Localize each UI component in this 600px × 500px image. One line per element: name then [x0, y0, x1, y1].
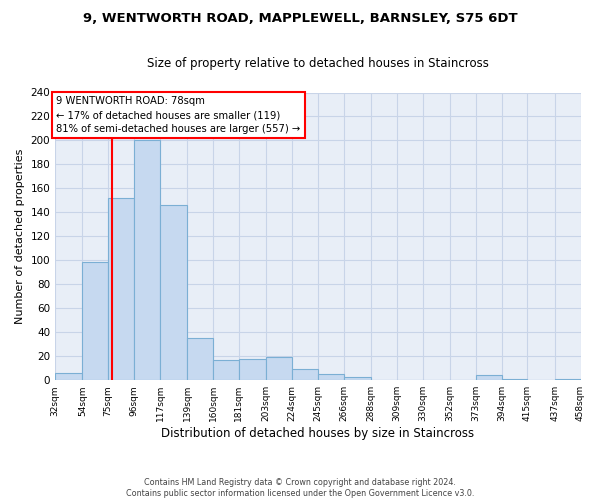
Bar	[108, 198, 134, 380]
Bar	[134, 140, 160, 380]
Text: Contains HM Land Registry data © Crown copyright and database right 2024.
Contai: Contains HM Land Registry data © Crown c…	[126, 478, 474, 498]
Bar	[476, 376, 502, 380]
Bar	[502, 379, 527, 380]
Bar	[213, 360, 239, 380]
Bar	[344, 376, 371, 380]
Title: Size of property relative to detached houses in Staincross: Size of property relative to detached ho…	[147, 58, 489, 70]
Bar	[292, 370, 318, 380]
Bar	[160, 205, 187, 380]
Text: 9, WENTWORTH ROAD, MAPPLEWELL, BARNSLEY, S75 6DT: 9, WENTWORTH ROAD, MAPPLEWELL, BARNSLEY,…	[83, 12, 517, 26]
Text: 9 WENTWORTH ROAD: 78sqm
← 17% of detached houses are smaller (119)
81% of semi-d: 9 WENTWORTH ROAD: 78sqm ← 17% of detache…	[56, 96, 301, 134]
Bar	[82, 262, 108, 380]
Bar	[554, 379, 581, 380]
Bar	[266, 358, 292, 380]
X-axis label: Distribution of detached houses by size in Staincross: Distribution of detached houses by size …	[161, 427, 475, 440]
Y-axis label: Number of detached properties: Number of detached properties	[15, 148, 25, 324]
Bar	[239, 358, 266, 380]
Bar	[55, 373, 82, 380]
Bar	[187, 338, 213, 380]
Bar	[318, 374, 344, 380]
